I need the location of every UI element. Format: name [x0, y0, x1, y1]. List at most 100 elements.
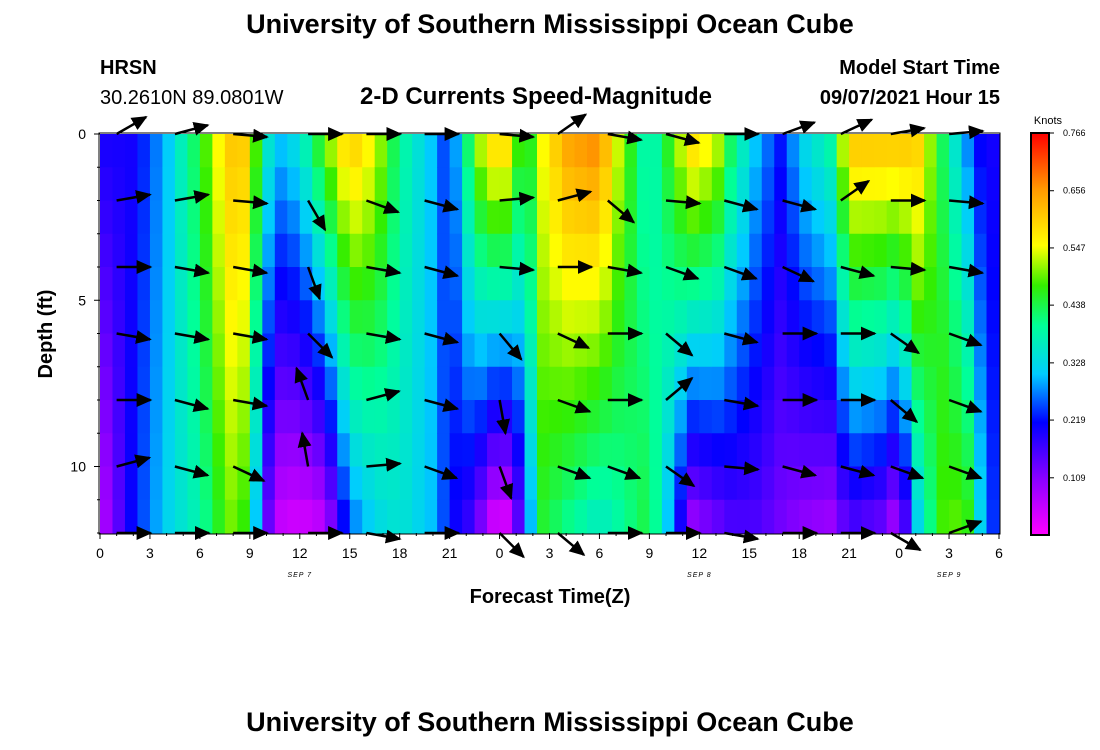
heatmap-cell — [474, 466, 488, 501]
heatmap-cell — [986, 200, 1000, 235]
heatmap-cell — [586, 499, 601, 534]
heatmap-cell — [449, 499, 463, 534]
heatmap-cell — [337, 267, 351, 301]
heatmap-cell — [449, 433, 463, 468]
colorbar-legend: Knots 0.109 0.219 0.328 0.438 0.547 0.656 0.76… — [1030, 115, 1086, 536]
heatmap-cell — [561, 233, 576, 268]
heatmap-cell — [387, 499, 401, 534]
heatmap-cell — [549, 466, 563, 501]
heatmap-cell — [449, 167, 463, 202]
heatmap-cell — [774, 499, 788, 534]
heatmap-cell — [387, 134, 401, 168]
heatmap-cell — [561, 267, 576, 301]
heatmap-cell — [774, 200, 788, 235]
heatmap-cell — [974, 499, 988, 534]
heatmap-cell — [362, 300, 376, 335]
heatmap-cell — [274, 134, 288, 168]
heatmap-cell — [137, 499, 151, 534]
heatmap-cell — [786, 333, 800, 368]
heatmap-cell — [849, 233, 863, 268]
heatmap-cell — [437, 499, 451, 534]
heatmap-cell — [699, 499, 713, 534]
heatmap-cell — [412, 167, 426, 202]
heatmap-cell — [736, 499, 750, 534]
heatmap-cell — [100, 333, 114, 368]
heatmap-cell — [661, 366, 675, 401]
heatmap-cell — [936, 400, 950, 434]
heatmap-cell — [474, 233, 488, 268]
heatmap-cell — [424, 167, 438, 202]
heatmap-cell — [174, 499, 189, 534]
heatmap-cell — [836, 499, 850, 534]
heatmap-cell — [137, 134, 151, 168]
heatmap-cell — [986, 134, 1000, 168]
current-vector-arrow — [174, 330, 211, 344]
heatmap-cell — [649, 267, 663, 301]
heatmap-cell — [936, 300, 950, 335]
heatmap-cell — [874, 466, 888, 501]
heatmap-cell — [686, 200, 700, 235]
x-tick-label: 0 — [96, 545, 104, 561]
current-vector-arrow — [607, 263, 644, 278]
current-vector-arrow — [948, 263, 985, 278]
heatmap-cell — [312, 499, 326, 534]
heatmap-cell — [774, 300, 788, 335]
current-vector-arrow — [948, 195, 985, 210]
heatmap-cell — [961, 433, 975, 468]
heatmap-cell — [836, 466, 850, 501]
heatmap-cell — [824, 366, 838, 401]
current-vector-arrow — [307, 332, 334, 359]
heatmap-cell — [974, 233, 988, 268]
heatmap-cell — [312, 300, 326, 335]
heatmap-cell — [561, 400, 576, 434]
heatmap-cell — [586, 200, 601, 235]
heatmap-cell — [112, 267, 126, 301]
heatmap-cell — [537, 466, 551, 501]
colorbar-tick-label: 0.109 — [1063, 473, 1086, 483]
heatmap-cell — [462, 333, 476, 368]
heatmap-cell — [187, 200, 201, 235]
heatmap-cell — [586, 300, 601, 335]
heatmap-cell — [924, 200, 938, 235]
current-vector-arrow — [840, 265, 876, 279]
heatmap-cell — [861, 333, 875, 368]
heatmap-cell — [636, 300, 650, 335]
heatmap-cell — [324, 200, 338, 235]
heatmap-cell — [711, 167, 725, 202]
heatmap-cell — [636, 400, 650, 434]
heatmap-cell — [711, 433, 725, 468]
x-tick-label: 9 — [246, 545, 254, 561]
heatmap-cell — [462, 233, 476, 268]
heatmap-cell — [924, 167, 938, 202]
heatmap-cell — [299, 300, 313, 335]
heatmap-cell — [212, 200, 226, 235]
heatmap-cell — [774, 333, 788, 368]
heatmap-cell — [387, 366, 401, 401]
heatmap-cell — [611, 167, 626, 202]
heatmap-cell — [324, 134, 338, 168]
heatmap-cell — [262, 233, 276, 268]
heatmap-cell — [586, 333, 601, 368]
heatmap-cell — [986, 499, 1000, 534]
heatmap-cell — [149, 167, 164, 202]
x-tick-label: 18 — [392, 545, 408, 561]
heatmap-cell — [724, 233, 738, 268]
heatmap-cell — [112, 400, 126, 434]
current-vector-arrow — [366, 263, 402, 278]
heatmap-cell — [899, 300, 913, 335]
heatmap-cell — [949, 400, 963, 434]
heatmap-cell — [399, 466, 413, 501]
heatmap-cell — [624, 333, 638, 368]
heatmap-cell — [711, 300, 725, 335]
x-axis-title: Forecast Time(Z) — [470, 586, 631, 608]
heatmap-cell — [774, 267, 788, 301]
heatmap-cell — [349, 466, 363, 501]
heatmap-cell — [149, 499, 164, 534]
current-vector-arrow — [606, 199, 636, 224]
colorbar-tick-label: 0.547 — [1063, 243, 1086, 253]
heatmap-cell — [162, 499, 176, 534]
heatmap-cell — [362, 366, 376, 401]
heatmap-cell — [924, 233, 938, 268]
heatmap-cell — [599, 400, 613, 434]
heatmap-cell — [874, 433, 888, 468]
